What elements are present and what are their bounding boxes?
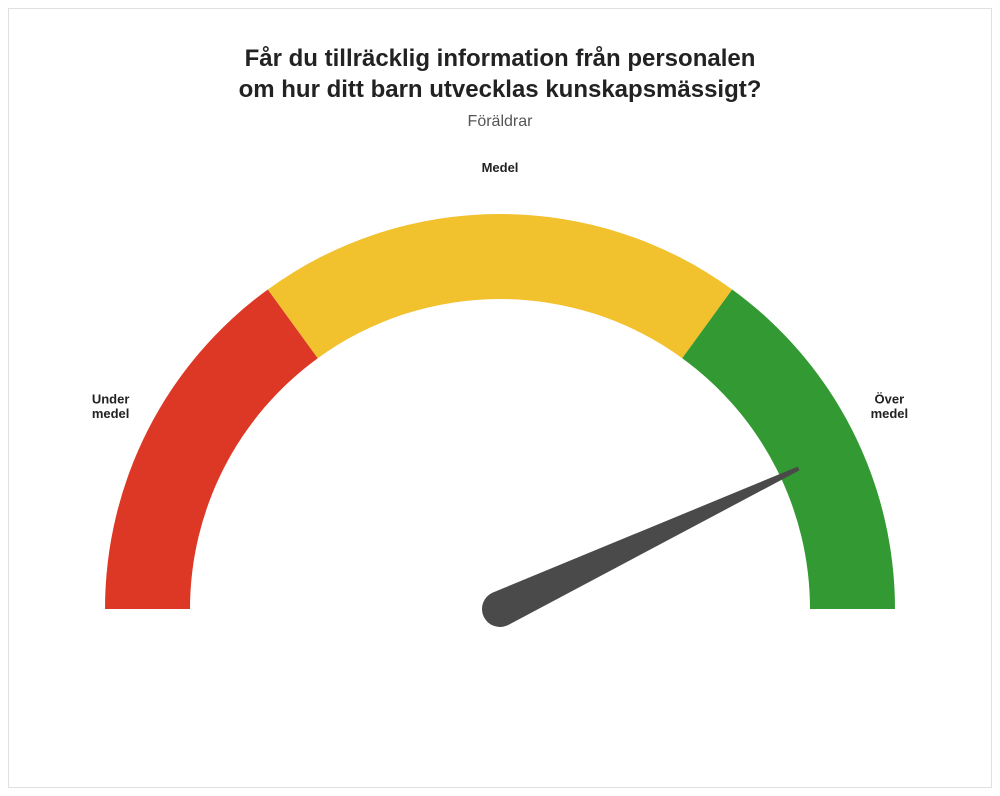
gauge-container: Undermedel Medel Övermedel bbox=[9, 159, 991, 679]
gauge-segment-label-2: Övermedel bbox=[871, 392, 909, 421]
gauge-segment-2 bbox=[682, 289, 895, 609]
gauge-segment-1 bbox=[268, 214, 732, 358]
gauge-needle bbox=[482, 467, 799, 627]
title-block: Får du tillräcklig information från pers… bbox=[9, 9, 991, 131]
gauge-segment-0 bbox=[105, 289, 318, 609]
chart-frame: Får du tillräcklig information från pers… bbox=[8, 8, 992, 788]
chart-title: Får du tillräcklig information från pers… bbox=[9, 43, 991, 105]
title-line-1: Får du tillräcklig information från pers… bbox=[245, 45, 756, 72]
gauge-chart: Undermedel Medel Övermedel bbox=[60, 159, 940, 679]
gauge-segment-label-1: Medel bbox=[482, 160, 519, 175]
chart-subtitle: Föräldrar bbox=[9, 113, 991, 131]
title-line-2: om hur ditt barn utvecklas kunskapsmässi… bbox=[239, 76, 762, 103]
gauge-segment-label-0: Undermedel bbox=[92, 392, 130, 421]
